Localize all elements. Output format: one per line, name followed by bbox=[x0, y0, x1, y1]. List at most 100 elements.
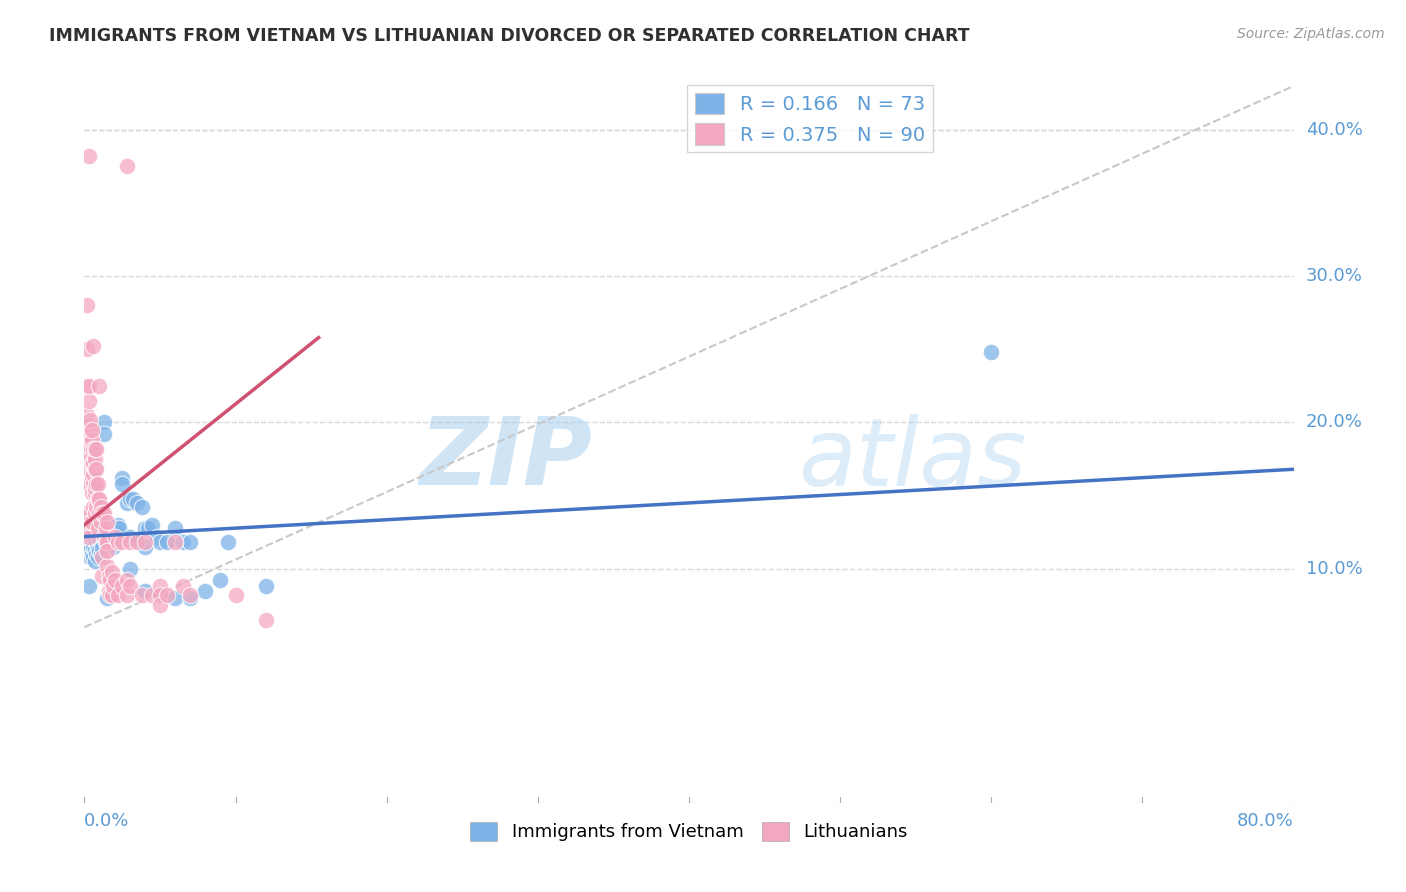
Point bbox=[80, 547, 103, 561]
Point bbox=[79, 540, 101, 554]
Point bbox=[87, 541, 110, 556]
Point bbox=[87, 521, 110, 535]
Point bbox=[82, 467, 104, 481]
Point bbox=[76, 525, 98, 540]
Point bbox=[80, 485, 103, 500]
Point bbox=[118, 491, 141, 506]
Text: Source: ZipAtlas.com: Source: ZipAtlas.com bbox=[1237, 27, 1385, 41]
Point bbox=[80, 525, 103, 540]
Point bbox=[91, 541, 114, 556]
Point bbox=[111, 476, 134, 491]
Point bbox=[107, 535, 129, 549]
Point bbox=[165, 591, 187, 605]
Point bbox=[90, 515, 112, 529]
Point bbox=[77, 517, 100, 532]
Point bbox=[89, 533, 111, 547]
Point bbox=[149, 588, 172, 602]
Point bbox=[91, 515, 114, 529]
Legend: R = 0.166   N = 73, R = 0.375   N = 90: R = 0.166 N = 73, R = 0.375 N = 90 bbox=[688, 85, 932, 153]
Point bbox=[104, 530, 127, 544]
Point bbox=[82, 339, 104, 353]
Point bbox=[149, 588, 172, 602]
Point bbox=[127, 533, 149, 547]
Text: 30.0%: 30.0% bbox=[1306, 268, 1362, 285]
Point bbox=[89, 379, 111, 393]
Point bbox=[80, 510, 103, 524]
Point bbox=[141, 588, 163, 602]
Point bbox=[118, 562, 141, 576]
Point bbox=[134, 521, 156, 535]
Point bbox=[96, 515, 118, 529]
Point bbox=[87, 476, 110, 491]
Point bbox=[104, 574, 127, 588]
Point bbox=[79, 412, 101, 426]
Point bbox=[115, 574, 138, 588]
Point bbox=[93, 530, 115, 544]
Point bbox=[75, 510, 97, 524]
Point bbox=[134, 583, 156, 598]
Point bbox=[77, 544, 100, 558]
Point bbox=[104, 521, 127, 535]
Point bbox=[84, 452, 107, 467]
Point bbox=[89, 506, 111, 520]
Point bbox=[94, 533, 117, 547]
Point bbox=[75, 474, 97, 488]
Point bbox=[86, 547, 108, 561]
Point bbox=[118, 535, 141, 549]
Point bbox=[127, 535, 149, 549]
Point bbox=[134, 535, 156, 549]
Point bbox=[97, 533, 120, 547]
Point bbox=[87, 549, 110, 564]
Point bbox=[149, 599, 172, 613]
Point bbox=[96, 517, 118, 532]
Point bbox=[254, 613, 277, 627]
Point bbox=[84, 462, 107, 476]
Point bbox=[225, 588, 247, 602]
Point bbox=[94, 521, 117, 535]
Text: ZIP: ZIP bbox=[419, 413, 592, 505]
Point bbox=[82, 442, 104, 456]
Point bbox=[77, 379, 100, 393]
Point bbox=[179, 591, 201, 605]
Point bbox=[179, 535, 201, 549]
Point bbox=[179, 588, 201, 602]
Point bbox=[254, 579, 277, 593]
Point bbox=[76, 379, 98, 393]
Point bbox=[77, 437, 100, 451]
Point bbox=[75, 521, 97, 535]
Point bbox=[93, 416, 115, 430]
Point bbox=[89, 491, 111, 506]
Point bbox=[86, 462, 108, 476]
Text: 10.0%: 10.0% bbox=[1306, 560, 1362, 578]
Point bbox=[91, 506, 114, 520]
Point bbox=[87, 517, 110, 532]
Point bbox=[84, 481, 107, 495]
Point bbox=[115, 160, 138, 174]
Point bbox=[80, 423, 103, 437]
Point bbox=[101, 540, 124, 554]
Point bbox=[79, 433, 101, 447]
Point bbox=[79, 515, 101, 529]
Point bbox=[79, 442, 101, 456]
Point bbox=[217, 535, 239, 549]
Point bbox=[77, 579, 100, 593]
Point bbox=[156, 535, 179, 549]
Point bbox=[87, 530, 110, 544]
Point bbox=[121, 491, 143, 506]
Point bbox=[105, 525, 128, 540]
Point bbox=[107, 588, 129, 602]
Point bbox=[84, 521, 107, 535]
Point bbox=[91, 569, 114, 583]
Point bbox=[76, 408, 98, 422]
Point bbox=[134, 540, 156, 554]
Point bbox=[76, 506, 98, 520]
Point bbox=[146, 530, 169, 544]
Point bbox=[127, 496, 149, 510]
Point bbox=[80, 457, 103, 471]
Point bbox=[86, 535, 108, 549]
Point bbox=[118, 579, 141, 593]
Point bbox=[80, 471, 103, 485]
Point bbox=[84, 506, 107, 520]
Point bbox=[76, 462, 98, 476]
Point bbox=[84, 533, 107, 547]
